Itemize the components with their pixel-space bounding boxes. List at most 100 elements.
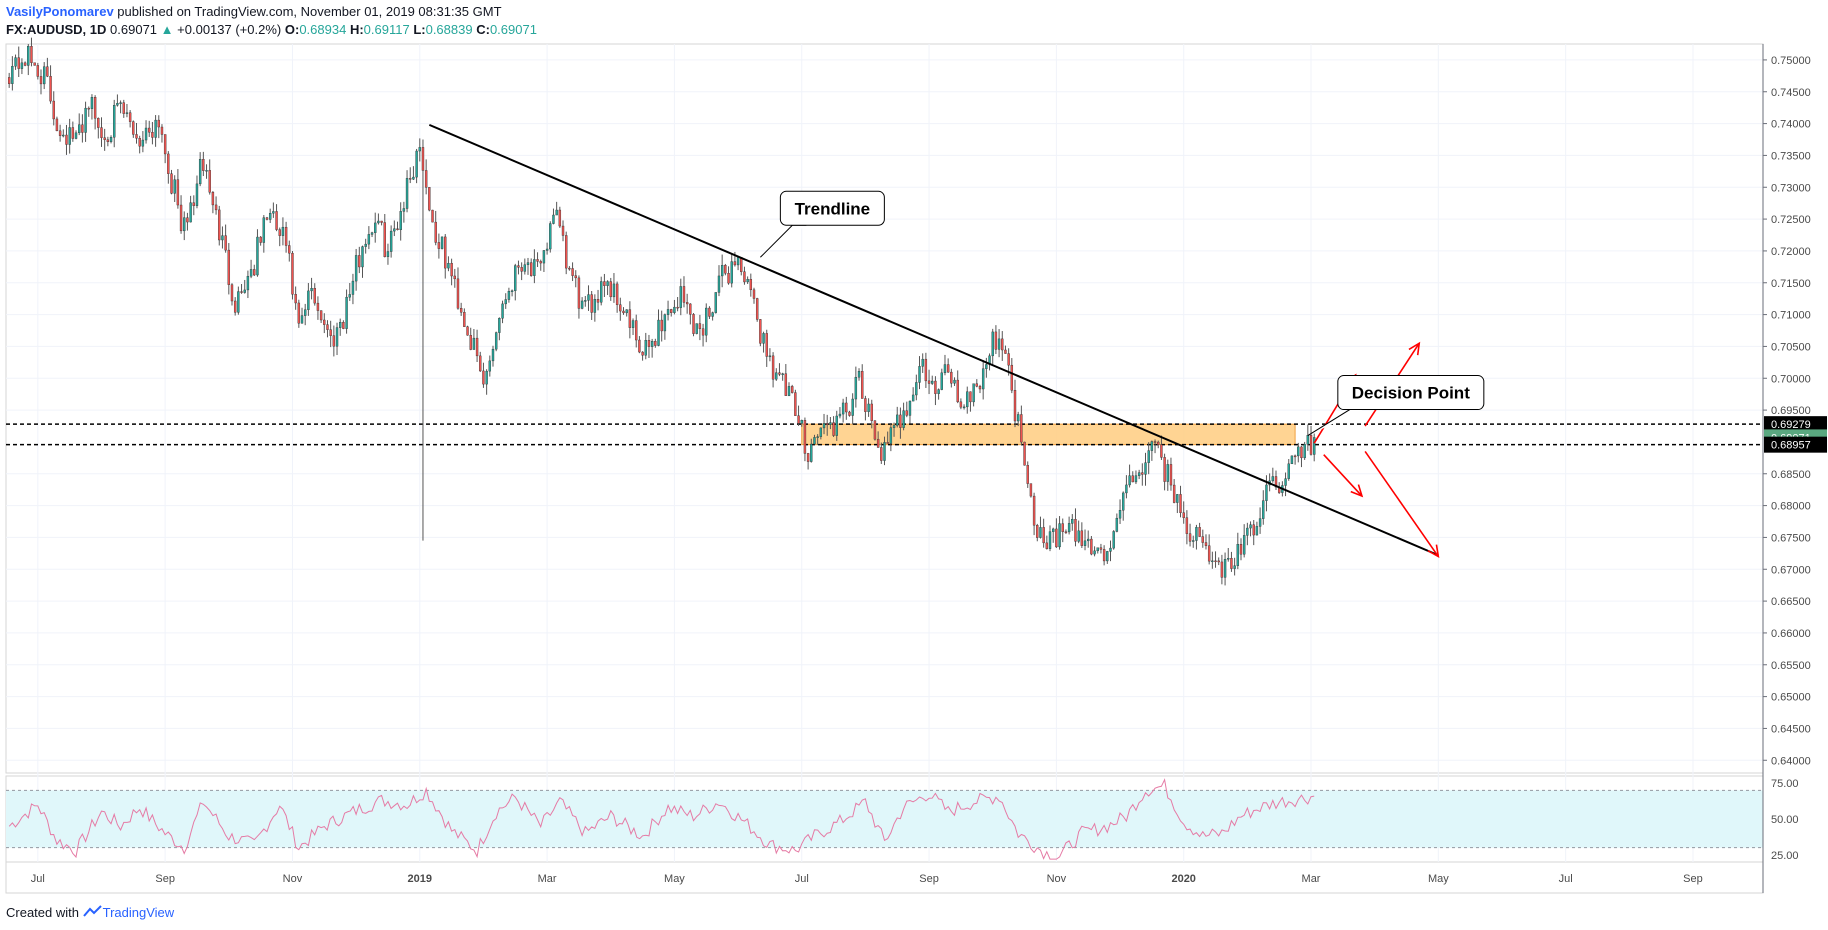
annotations: Trendline Decision Point <box>428 123 1485 559</box>
candle-body <box>657 319 660 346</box>
candle-body <box>736 257 740 266</box>
candle-body <box>972 383 975 403</box>
candle-body <box>580 300 584 309</box>
candle-body <box>148 127 151 133</box>
candle-body <box>775 372 778 380</box>
candle-body <box>1074 519 1077 542</box>
candle-body <box>740 257 743 272</box>
callout-pointer <box>760 224 807 258</box>
candle-body <box>1220 561 1224 578</box>
candle-body <box>450 263 453 277</box>
candle-body <box>810 443 813 462</box>
x-tick-label: Mar <box>538 873 557 885</box>
candle-body <box>1188 533 1192 542</box>
candle-body <box>14 57 17 67</box>
price-pane-frame <box>5 43 1764 774</box>
candle-body <box>876 438 880 448</box>
tradingview-link[interactable]: TradingView <box>102 905 175 920</box>
candle-body <box>415 150 418 178</box>
candle-body <box>813 437 816 445</box>
x-tick-label: May <box>1428 873 1449 885</box>
candle-body <box>78 124 81 134</box>
candle-body <box>335 327 339 347</box>
candle-body <box>1239 544 1243 555</box>
candle-body <box>924 358 928 382</box>
candle-body <box>319 310 323 321</box>
candle-body <box>752 289 756 299</box>
x-tick-label: Mar <box>1302 873 1321 885</box>
candle-body <box>663 314 667 332</box>
candle-body <box>424 170 428 188</box>
candle-body <box>800 420 803 424</box>
candle-body <box>1211 560 1214 563</box>
candle-body <box>679 286 682 308</box>
candle-body <box>561 225 565 236</box>
candle-body <box>265 217 269 220</box>
candle-body <box>1179 494 1182 513</box>
decision-zone-rect <box>801 423 1296 446</box>
x-tick-label: Jul <box>31 873 45 885</box>
candle-body <box>549 223 552 250</box>
candle-body <box>829 422 832 425</box>
candle-body <box>950 371 953 384</box>
candle-body <box>759 319 762 344</box>
candle-body <box>533 259 536 276</box>
candle-body <box>606 281 609 286</box>
candle-body <box>574 275 577 279</box>
candle-body <box>714 292 718 313</box>
candle-body <box>1109 547 1112 552</box>
candle-body <box>434 221 437 243</box>
change-up-icon: ▲ <box>160 22 174 37</box>
rsi-line <box>8 778 1315 860</box>
candle-body <box>1102 549 1106 562</box>
author-link[interactable]: VasilyPonomarev <box>6 4 114 19</box>
y-tick-label: 0.65500 <box>1771 660 1811 672</box>
candle-body <box>835 415 838 436</box>
candle-body <box>708 307 711 317</box>
candle-body <box>361 246 364 268</box>
candle-body <box>144 127 148 141</box>
candle-body <box>421 147 425 171</box>
candle-body <box>1115 517 1119 532</box>
candle-body <box>93 97 97 119</box>
candle-body <box>141 139 145 147</box>
candle-body <box>475 337 479 357</box>
candle-body <box>380 220 383 223</box>
rsi-band <box>6 790 1763 848</box>
candle-body <box>1032 495 1036 526</box>
candle-body <box>482 370 485 385</box>
candle-body <box>1036 525 1039 538</box>
candle-body <box>635 320 638 341</box>
candle-body <box>1051 528 1055 532</box>
candle-body <box>848 411 851 416</box>
candle-body <box>300 315 304 324</box>
candle-body <box>997 338 1001 350</box>
candle-body <box>65 134 68 145</box>
candle-body <box>902 410 905 428</box>
candle-body <box>1106 551 1109 562</box>
candle-body <box>1227 558 1230 560</box>
publish-info: VasilyPonomarev published on TradingView… <box>6 4 502 19</box>
candle-body <box>1039 527 1042 538</box>
price-label-text: 0.69279 <box>1771 419 1811 431</box>
y-tick-label: 0.72000 <box>1771 246 1811 258</box>
candle-body <box>660 319 663 332</box>
candle-body <box>911 394 915 402</box>
candle-body <box>571 268 574 276</box>
callout-label: Decision Point <box>1352 384 1470 403</box>
candle-body <box>485 370 488 385</box>
candle-body <box>755 298 759 320</box>
candle-body <box>116 102 119 106</box>
candle-body <box>323 319 326 325</box>
candle-body <box>1172 484 1176 503</box>
candle-body <box>794 392 797 416</box>
candle-body <box>297 302 301 324</box>
y-tick-label: 0.68500 <box>1771 469 1811 481</box>
candle-body <box>393 228 396 232</box>
price-change: +0.00137 (+0.2%) <box>177 22 282 37</box>
candle-body <box>822 423 826 429</box>
candle-body <box>927 380 931 384</box>
price-label-box <box>1764 416 1827 433</box>
candle-body <box>396 228 399 231</box>
